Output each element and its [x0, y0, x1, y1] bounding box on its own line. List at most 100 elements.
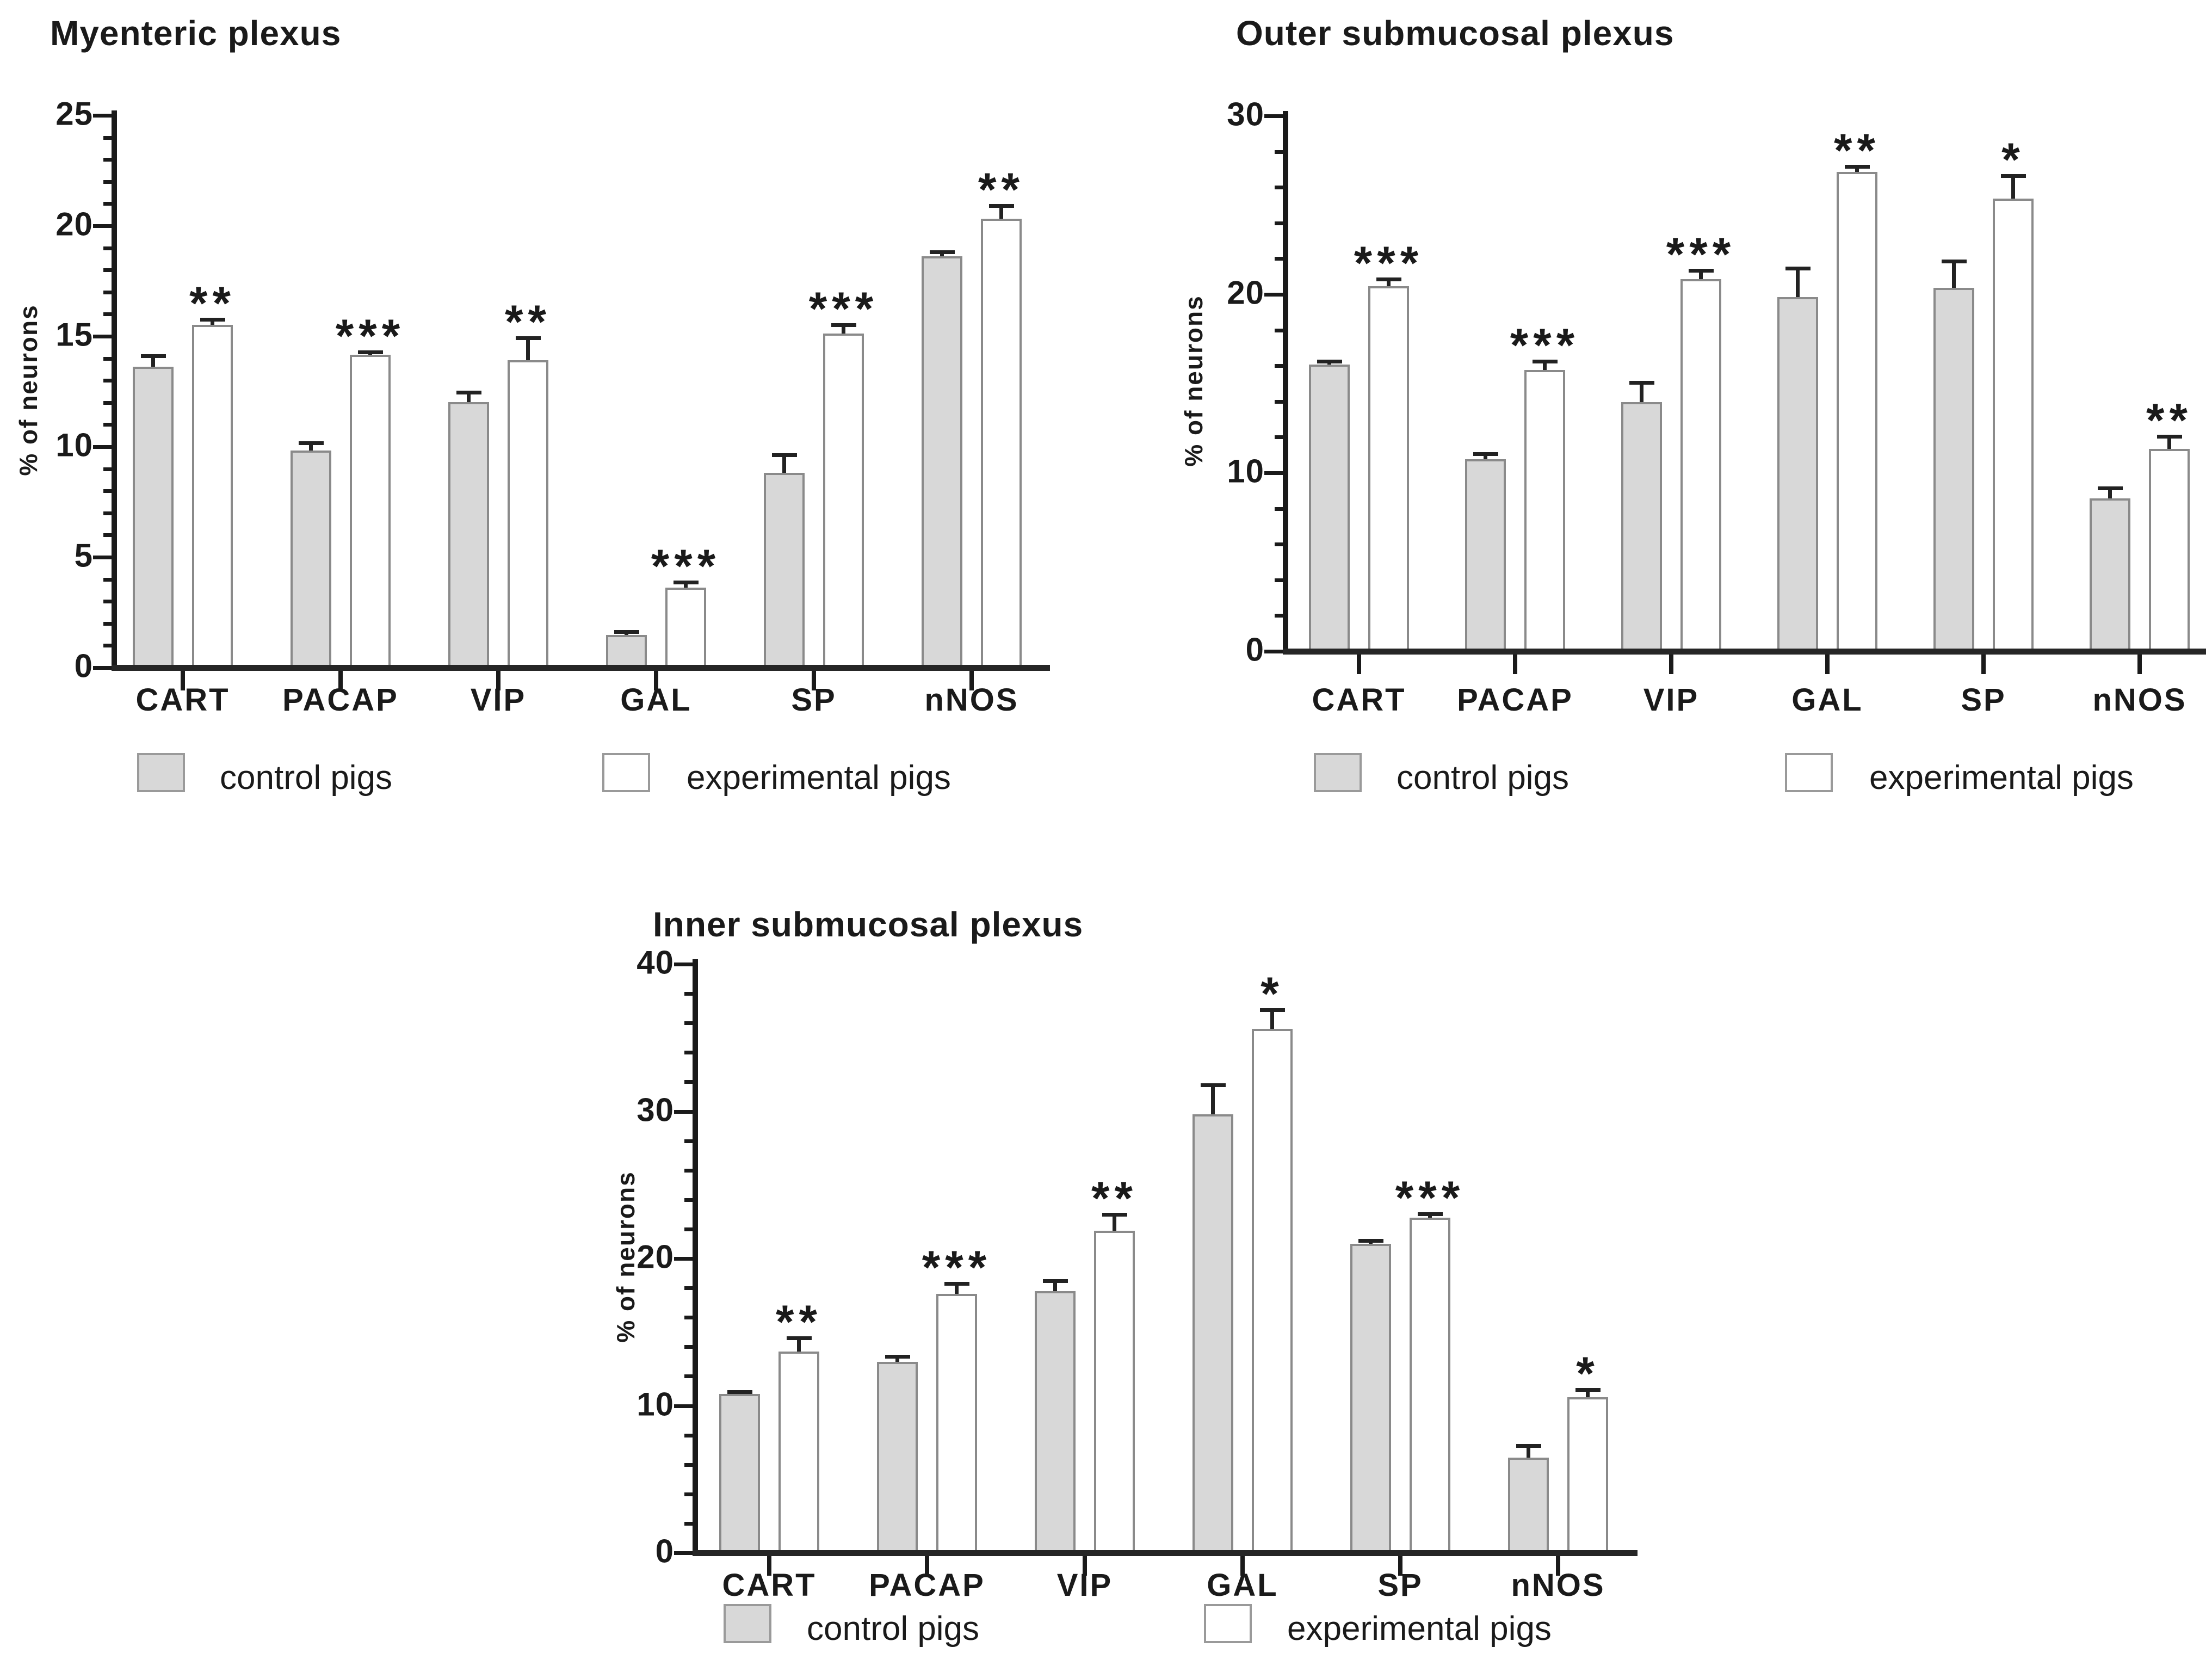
x-category-label-GAL: GAL: [1791, 682, 1863, 718]
bar-control-CART: [133, 366, 174, 667]
y-tick-label-0: 0: [655, 1533, 674, 1570]
bar-experimental-nNOS: [981, 218, 1022, 667]
x-category-label-nNOS: nNOS: [924, 682, 1019, 718]
y-tick-3: [103, 600, 117, 604]
x-tick-GAL: [1825, 655, 1830, 674]
significance-GAL: ***: [651, 540, 721, 593]
y-tick-10: [674, 1404, 698, 1408]
legend-swatch-control: [724, 1604, 771, 1643]
y-tick-9: [103, 467, 117, 471]
y-tick-28: [684, 1139, 698, 1143]
error-bar-cap-GAL: [673, 580, 699, 584]
error-bar-VIP: [1699, 270, 1703, 280]
bar-control-PACAP: [291, 451, 331, 667]
y-tick-6: [1275, 542, 1288, 547]
error-bar-cap-CART: [200, 317, 225, 322]
y-tick-30: [1264, 114, 1288, 118]
bar-experimental-PACAP: [350, 354, 391, 667]
y-tick-label-10: 10: [637, 1386, 674, 1423]
bar-control-VIP: [1035, 1291, 1076, 1552]
y-tick-label-10: 10: [55, 427, 93, 464]
error-bar-cap-SP: [1417, 1212, 1443, 1216]
bar-experimental-GAL: [1837, 172, 1877, 651]
y-tick-8: [103, 489, 117, 493]
error-bar-cap-nNOS: [1516, 1443, 1541, 1448]
x-tick-PACAP: [925, 1556, 929, 1576]
error-bar-cap-nNOS: [2157, 434, 2182, 439]
error-bar-GAL: [1796, 268, 1800, 297]
x-tick-VIP: [1083, 1556, 1087, 1576]
legend-swatch-control: [137, 753, 185, 792]
bar-control-SP: [1933, 288, 1974, 651]
error-bar-PACAP: [1543, 361, 1547, 371]
x-category-label-VIP: VIP: [1643, 682, 1700, 718]
y-tick-label-30: 30: [637, 1091, 674, 1128]
y-tick-6: [684, 1463, 698, 1467]
error-bar-cap-GAL: [1785, 267, 1811, 271]
error-bar-cap-GAL: [1259, 1008, 1285, 1013]
y-axis-line: [693, 959, 698, 1556]
y-tick-13: [103, 379, 117, 383]
y-axis-label-outer: % of neurons: [1179, 295, 1208, 467]
x-tick-nNOS: [969, 671, 974, 690]
error-bar-cap-VIP: [515, 336, 541, 341]
x-category-label-nNOS: nNOS: [2092, 682, 2187, 718]
legend-label-control: control pigs: [807, 1610, 980, 1648]
y-tick-20: [674, 1257, 698, 1261]
x-category-label-PACAP: PACAP: [1457, 682, 1573, 718]
x-category-label-GAL: GAL: [620, 682, 692, 718]
x-category-label-CART: CART: [722, 1568, 817, 1603]
x-axis-line: [112, 665, 1050, 671]
significance-SP: *: [2001, 133, 2025, 186]
x-category-label-GAL: GAL: [1207, 1568, 1278, 1603]
error-bar-cap-GAL: [1844, 165, 1870, 169]
y-tick-22: [684, 1227, 698, 1231]
y-tick-4: [1275, 578, 1288, 582]
legend-label-control: control pigs: [220, 759, 393, 797]
bar-experimental-nNOS: [1567, 1397, 1608, 1552]
error-bar-cap-nNOS: [929, 250, 955, 254]
x-tick-SP: [1398, 1556, 1402, 1576]
error-bar-VIP: [526, 338, 530, 360]
y-tick-2: [1275, 614, 1288, 618]
significance-VIP: ***: [1666, 228, 1736, 281]
error-bar-cap-GAL: [1200, 1083, 1226, 1088]
error-bar-cap-CART: [140, 354, 166, 358]
significance-VIP: **: [1091, 1173, 1138, 1225]
y-tick-label-0: 0: [1245, 631, 1264, 668]
y-tick-label-40: 40: [637, 944, 674, 981]
x-tick-PACAP: [1513, 655, 1517, 674]
x-category-label-VIP: VIP: [470, 682, 527, 718]
y-axis-line: [1283, 111, 1288, 655]
x-tick-GAL: [654, 671, 658, 690]
error-bar-cap-CART: [1376, 277, 1401, 282]
y-tick-8: [1275, 507, 1288, 511]
bar-control-CART: [1309, 365, 1350, 651]
significance-PACAP: ***: [1510, 319, 1580, 372]
error-bar-CART: [211, 319, 214, 325]
significance-CART: ***: [1354, 237, 1424, 290]
y-tick-40: [674, 963, 698, 966]
error-bar-cap-SP: [2000, 174, 2026, 178]
bar-control-GAL: [606, 635, 647, 667]
y-tick-2: [684, 1521, 698, 1526]
significance-nNOS: **: [978, 163, 1024, 216]
y-axis-line: [112, 110, 117, 671]
x-tick-PACAP: [338, 671, 343, 690]
y-tick-4: [684, 1492, 698, 1496]
y-tick-14: [1275, 399, 1288, 404]
significance-nNOS: *: [1576, 1348, 1599, 1400]
y-tick-26: [684, 1168, 698, 1173]
x-category-label-VIP: VIP: [1056, 1568, 1113, 1603]
error-bar-PACAP: [895, 1356, 899, 1362]
error-bar-cap-SP: [1941, 260, 1967, 264]
y-tick-16: [684, 1316, 698, 1320]
error-bar-GAL: [1211, 1085, 1215, 1115]
error-bar-cap-PACAP: [357, 350, 383, 354]
bar-experimental-GAL: [665, 587, 706, 667]
y-tick-label-25: 25: [55, 95, 93, 132]
significance-SP: ***: [808, 282, 879, 335]
y-tick-38: [684, 992, 698, 996]
error-bar-nNOS: [2108, 488, 2112, 499]
